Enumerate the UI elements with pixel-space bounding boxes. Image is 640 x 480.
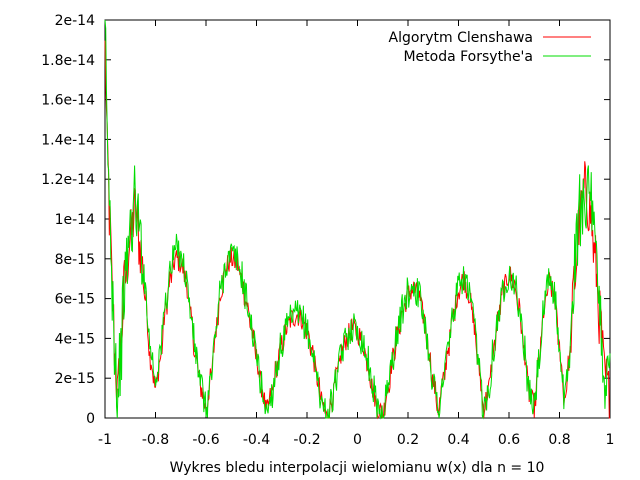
series-layer [104, 19, 611, 420]
x-tick-label: 0.2 [397, 432, 419, 448]
tick-marks [104, 19, 611, 419]
x-tick-label: -0.8 [142, 432, 169, 448]
series-line-forsythe [104, 19, 611, 420]
plot-border [104, 19, 611, 419]
x-axis-label: Wykres bledu interpolacji wielomianu w(x… [170, 460, 545, 476]
x-tick-label: 1 [606, 432, 615, 448]
y-tick-label: 2e-14 [55, 13, 95, 29]
legend: Algorytm Clenshawa Metoda Forsythe'a [389, 30, 591, 65]
y-tick-label: 1.2e-14 [41, 172, 95, 188]
y-tick-label: 4e-15 [55, 331, 95, 347]
x-tick-label: -0.2 [293, 432, 320, 448]
y-tick-label: 1.4e-14 [41, 132, 95, 148]
y-tick-label: 2e-15 [55, 371, 95, 387]
y-tick-label: 0 [86, 411, 95, 427]
x-tick-label: 0.6 [498, 432, 520, 448]
x-tick-label: 0.8 [548, 432, 570, 448]
y-tick-label: 1e-14 [55, 212, 95, 228]
y-tick-label: 1.6e-14 [41, 93, 95, 109]
y-tick-label: 6e-15 [55, 292, 95, 308]
series-line-clenshaw [104, 40, 610, 420]
legend-label-forsythe: Metoda Forsythe'a [403, 49, 533, 65]
x-tick-label: 0 [353, 432, 362, 448]
y-tick-label: 8e-15 [55, 252, 95, 268]
y-tick-labels: 0 2e-15 4e-15 6e-15 8e-15 1e-14 1.2e-14 1.4e-14… [41, 13, 95, 427]
x-tick-label: -0.6 [192, 432, 219, 448]
legend-label-clenshaw: Algorytm Clenshawa [389, 30, 533, 46]
x-tick-label: -0.4 [243, 432, 270, 448]
y-tick-label: 1.8e-14 [41, 53, 95, 69]
x-tick-labels: -1 -0.8 -0.6 -0.4 -0.2 0 0.2 0.4 0.6 0.8 1 [98, 432, 614, 448]
x-tick-label: -1 [98, 432, 112, 448]
x-tick-label: 0.4 [447, 432, 469, 448]
